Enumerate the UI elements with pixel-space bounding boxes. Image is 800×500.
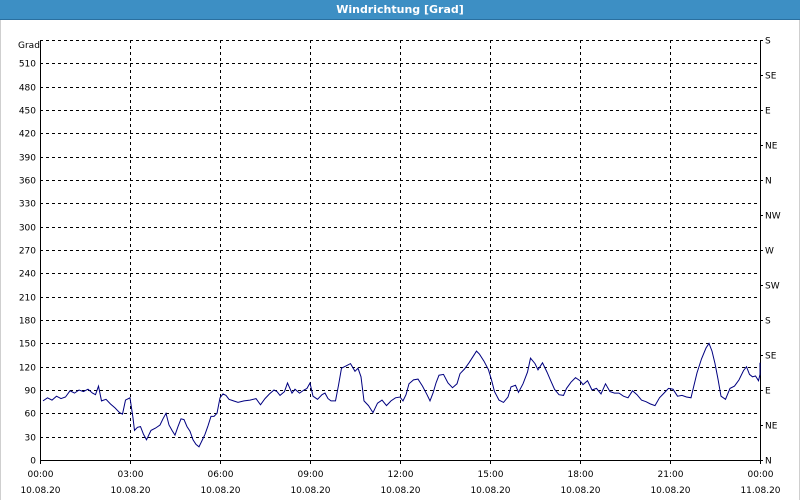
x-tick-date: 10.08.20 — [20, 486, 60, 496]
y-axis-label: Grad — [18, 41, 40, 51]
y-right-tick-label: SE — [765, 352, 777, 362]
y-tick-label: 180 — [19, 317, 36, 327]
x-tick-time: 06:00 — [208, 470, 234, 480]
series-layer — [42, 342, 761, 448]
x-tick-time: 21:00 — [658, 470, 684, 480]
y-right-tick-label: S — [765, 37, 771, 47]
y-right-tick-label: N — [765, 457, 772, 467]
y-right-tick-label: S — [765, 317, 771, 327]
x-tick-time: 15:00 — [478, 470, 504, 480]
title-bar-border — [0, 19, 800, 20]
x-tick-date: 11.08.20 — [740, 486, 780, 496]
y-tick-label: 240 — [19, 270, 36, 280]
y-axis-right-ticks: N NE E SE S SW W NW N NE E SE S — [760, 37, 781, 467]
y-right-tick-label: SE — [765, 72, 777, 82]
x-tick-time: 00:00 — [748, 470, 774, 480]
x-tick-date: 10.08.20 — [380, 486, 420, 496]
y-right-tick-label: NW — [765, 212, 781, 222]
x-tick-time: 00:00 — [28, 470, 54, 480]
y-tick-label: 120 — [19, 364, 36, 374]
y-tick-label: 420 — [19, 130, 36, 140]
y-tick-label: 510 — [19, 60, 36, 70]
series-line — [42, 342, 761, 448]
y-right-tick-label: SW — [765, 282, 780, 292]
x-tick-time: 09:00 — [298, 470, 324, 480]
y-right-tick-label: NE — [765, 422, 778, 432]
chart-title-bar: Windrichtung [Grad] — [0, 0, 800, 19]
x-axis-ticks: 00:00 10.08.20 03:00 10.08.20 06:00 10.08.20 0… — [20, 460, 781, 496]
x-tick-date: 10.08.20 — [470, 486, 510, 496]
y-tick-label: 270 — [19, 247, 36, 257]
x-tick-time: 03:00 — [118, 470, 144, 480]
y-tick-label: 300 — [19, 224, 36, 234]
y-tick-label: 450 — [19, 107, 36, 117]
y-tick-label: 480 — [19, 84, 36, 94]
y-right-tick-label: E — [765, 107, 771, 117]
y-right-tick-label: E — [765, 387, 771, 397]
grid-lines — [40, 40, 760, 460]
x-tick-date: 10.08.20 — [110, 486, 150, 496]
y-tick-label: 150 — [19, 340, 36, 350]
y-tick-label: 360 — [19, 177, 36, 187]
y-tick-label: 390 — [19, 154, 36, 164]
x-tick-time: 12:00 — [388, 470, 414, 480]
y-tick-label: 210 — [19, 294, 36, 304]
y-right-tick-label: NE — [765, 142, 778, 152]
y-tick-label: 0 — [30, 457, 36, 467]
y-right-tick-label: N — [765, 177, 772, 187]
y-tick-label: 330 — [19, 200, 36, 210]
chart-title: Windrichtung [Grad] — [336, 3, 464, 16]
x-tick-date: 10.08.20 — [560, 486, 600, 496]
x-tick-date: 10.08.20 — [200, 486, 240, 496]
window-frame-left — [0, 20, 1, 500]
x-tick-date: 10.08.20 — [650, 486, 690, 496]
y-tick-label: 30 — [25, 434, 37, 444]
y-tick-label: 60 — [25, 410, 37, 420]
y-axis-ticks: 0 30 60 90 120 150 180 210 240 270 300 330 360 390 420… — [19, 60, 36, 467]
x-tick-time: 18:00 — [568, 470, 594, 480]
x-tick-date: 10.08.20 — [290, 486, 330, 496]
y-right-tick-label: W — [765, 247, 774, 257]
y-tick-label: 90 — [25, 387, 37, 397]
